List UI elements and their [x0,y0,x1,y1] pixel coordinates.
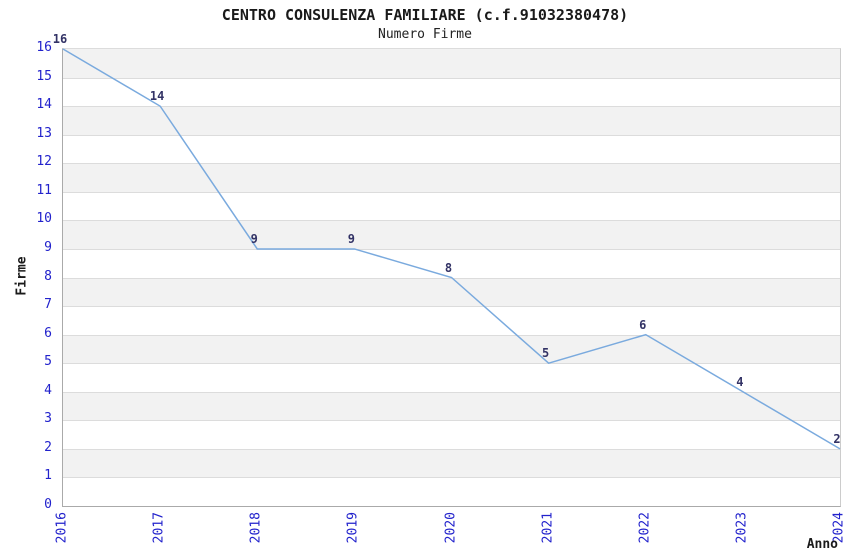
data-point-label: 16 [52,32,68,46]
y-tick-label: 6 [44,325,52,341]
y-tick-label: 4 [44,382,52,398]
y-tick-label: 2 [44,439,52,455]
chart-title: CENTRO CONSULENZA FAMILIARE (c.f.9103238… [221,6,629,24]
gridline [63,306,840,308]
gridline [63,448,840,450]
gridline [63,477,840,479]
x-tick-label: 2020 [443,512,458,544]
y-tick-label: 1 [44,468,52,484]
data-point-label: 5 [542,346,550,361]
x-tick-label: 2022 [637,512,653,544]
grid-band [63,334,840,364]
x-tick-label: 2019 [345,512,361,544]
y-tick-label: 7 [44,297,52,313]
grid-band [63,220,840,249]
chart-subtitle: Numero Firme [378,27,472,42]
y-tick-label: 5 [44,354,52,370]
x-tick-label: 2017 [151,512,167,544]
gridline [63,191,840,193]
data-point-label: 14 [149,89,165,104]
gridline [63,363,840,365]
y-tick-label: 16 [36,40,52,55]
gridline [63,248,840,250]
y-tick-label: 13 [36,125,52,141]
y-tick-label: 14 [36,97,52,113]
x-tick-label: 2021 [540,512,556,544]
data-point-label: 6 [639,317,647,332]
y-tick-label: 12 [36,154,52,170]
data-point-label: 4 [736,374,744,389]
y-tick-label: 8 [44,268,52,284]
gridline [63,163,840,165]
data-point-label: 2 [833,431,841,446]
gridline [63,391,840,393]
grid-band [63,391,840,421]
gridline [63,220,840,222]
data-point-label: 9 [250,231,258,246]
gridline [63,420,840,422]
y-tick-label: 0 [44,497,52,512]
y-tick-label: 9 [44,239,52,255]
data-point-label: 8 [444,260,453,275]
gridline [63,106,840,108]
x-tick-label: 2016 [54,512,70,544]
grid-band [63,49,840,78]
y-tick-label: 15 [36,68,52,84]
y-tick-label: 3 [44,411,52,427]
grid-band [63,106,840,135]
x-axis-title: Anno [806,537,838,550]
y-tick-label: 11 [36,182,52,198]
series-line [62,48,841,450]
grid-band [63,163,840,192]
grid-band [63,448,840,478]
x-tick-label: 2023 [734,512,750,544]
data-point-label: 9 [347,231,355,246]
y-tick-label: 10 [36,211,52,227]
grid-band [63,277,840,307]
gridline [63,334,840,336]
gridline [63,134,840,136]
plot-area: 16 14 9 9 8 5 6 4 2 [53,32,841,507]
x-tick-label: 2018 [248,512,264,544]
gridline [63,77,840,79]
series-polyline [62,48,841,450]
